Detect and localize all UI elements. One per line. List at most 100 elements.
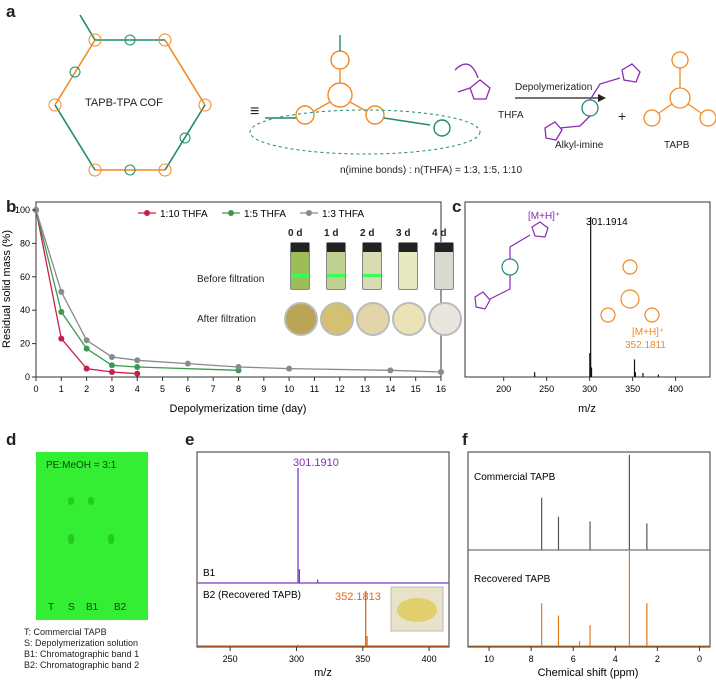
filter-dish-photo — [356, 302, 390, 336]
chart-b-xtick-label: 14 — [385, 384, 395, 394]
chart-c-xlabel: m/z — [578, 403, 596, 415]
chart-e-trace2: B2 (Recovered TAPB) — [203, 590, 301, 601]
vial-day-label: 2 d — [360, 228, 375, 239]
alkyl-imine-molecule — [544, 63, 641, 141]
chart-b-point — [184, 360, 191, 367]
chart-c-xtick-label: 350 — [625, 384, 640, 394]
panel-b-label: b — [6, 197, 17, 216]
chart-b-point — [235, 363, 242, 370]
vial-day-label: 4 d — [432, 228, 447, 239]
arrow-label: Depolymerization — [515, 82, 593, 93]
tlc-eluent: PE:MeOH = 3:1 — [46, 460, 117, 471]
tlc-lane-b2: B2 — [114, 602, 127, 613]
panel-e-label: e — [185, 430, 195, 449]
chart-c-xtick-label: 200 — [496, 384, 511, 394]
chart-b-xtick-label: 4 — [135, 384, 140, 394]
chart-b-xtick-label: 3 — [109, 384, 114, 394]
chart-e-trace1: B1 — [203, 568, 216, 579]
panel-a-label: a — [6, 2, 16, 21]
plus-sign: + — [618, 108, 627, 124]
vial-photo — [326, 242, 346, 290]
chart-b-point — [108, 362, 115, 369]
chart-f-trace2: Recovered TAPB — [474, 574, 551, 585]
chart-b-point — [83, 365, 90, 372]
tlc-spot — [68, 534, 74, 544]
chart-b-ytick-label: 60 — [20, 272, 30, 282]
product-alkyl-imine-label: Alkyl-imine — [555, 140, 604, 151]
dashed-ellipse — [249, 109, 481, 155]
chart-f: 10 8 6 4 2 0 Chemical shift (ppm) Commercial … — [467, 451, 711, 679]
chart-b-xtick-label: 16 — [436, 384, 446, 394]
chart-f-xlabel: Chemical shift (ppm) — [538, 667, 639, 679]
chart-b-legend-marker — [306, 210, 312, 216]
chart-b-series-line — [35, 209, 239, 371]
cof-name: TAPB-TPA COF — [85, 97, 163, 109]
chart-c-ion1: [M+H]⁺ — [528, 211, 560, 222]
chart-b-legend-marker — [228, 210, 234, 216]
chart-e-xtick-label: 350 — [355, 654, 370, 664]
chart-e-xtick-label: 300 — [289, 654, 304, 664]
chart-f-xtick-label: 4 — [613, 654, 618, 664]
filter-dish-photo — [320, 302, 354, 336]
tlc-lane-s: S — [68, 602, 75, 613]
chart-b-point — [387, 367, 394, 374]
chart-b-point — [83, 337, 90, 344]
chart-e-peak-b2: 352.1813 — [335, 591, 381, 603]
chart-b-series-line — [35, 209, 442, 373]
after-filtration-label: After filtration — [197, 314, 256, 325]
chart-f-xtick-label: 0 — [697, 654, 702, 664]
vial-day-label: 3 d — [396, 228, 411, 239]
tlc-legend-item: T: Commercial TAPB — [24, 627, 107, 637]
chart-c-xtick-label: 250 — [539, 384, 554, 394]
vial-photo — [398, 242, 418, 290]
tlc-plate: PE:MeOH = 3:1 T S B1 B2 — [36, 452, 148, 620]
tapb-product-molecule — [643, 51, 716, 127]
chart-f-xtick-label: 2 — [655, 654, 660, 664]
filter-dish-photo — [284, 302, 318, 336]
chart-e-xtick-label: 400 — [422, 654, 437, 664]
chart-b-legend-label: 1:5 THFA — [244, 209, 286, 220]
chart-b-xtick-label: 1 — [59, 384, 64, 394]
filter-dish-photo — [392, 302, 426, 336]
tlc-legend-item: S: Depolymerization solution — [24, 638, 139, 648]
cof-hexagon — [54, 14, 206, 171]
chart-b-xtick-label: 6 — [185, 384, 190, 394]
tlc-lane-b1: B1 — [86, 602, 99, 613]
tlc-spot — [108, 534, 114, 544]
panel-a-scheme — [48, 14, 716, 177]
chart-b-point — [134, 363, 141, 370]
chart-b-xtick-label: 15 — [411, 384, 421, 394]
chart-f-xtick-label: 10 — [484, 654, 494, 664]
chart-b-ytick-label: 40 — [20, 305, 30, 315]
chart-c: 200 250 300 350 400 m/z [M+H]⁺ 301.1914 [M+H… — [464, 201, 711, 415]
chart-b-xtick-label: 9 — [261, 384, 266, 394]
chart-f-trace1: Commercial TAPB — [474, 472, 556, 483]
chart-c-xtick-label: 300 — [582, 384, 597, 394]
chart-b-ytick-label: 100 — [15, 205, 30, 215]
chart-b-xlabel: Depolymerization time (day) — [170, 403, 307, 415]
chart-b-ylabel: Residual solid mass (%) — [1, 230, 13, 348]
chart-b-xtick-label: 7 — [211, 384, 216, 394]
chart-b-point — [438, 368, 444, 375]
chart-f-xtick-label: 8 — [529, 654, 534, 664]
tlc-legend-item: B1: Chromatographic band 1 — [24, 649, 140, 659]
before-filtration-label: Before filtration — [197, 274, 265, 285]
chart-b-ytick-label: 0 — [25, 372, 30, 382]
chart-c-frame — [464, 201, 711, 378]
vial-photos: Before filtration After filtration — [197, 232, 437, 352]
chart-e-frame — [196, 451, 450, 648]
chart-b-point — [58, 335, 65, 342]
chart-b-xtick-label: 12 — [335, 384, 345, 394]
vial-day-label: 1 d — [324, 228, 339, 239]
chart-b-point — [134, 370, 141, 377]
tlc-spot — [88, 497, 94, 505]
chart-b-xtick-label: 8 — [236, 384, 241, 394]
chart-b-ytick-label: 20 — [20, 339, 30, 349]
tlc-legend-item: B2: Chromatographic band 2 — [24, 660, 140, 670]
chart-b-point — [83, 345, 90, 352]
chart-c-xtick-label: 400 — [668, 384, 683, 394]
filter-dish-photo — [428, 302, 462, 336]
chart-b-legend-label: 1:10 THFA — [160, 209, 208, 220]
chart-b-point — [58, 308, 65, 315]
